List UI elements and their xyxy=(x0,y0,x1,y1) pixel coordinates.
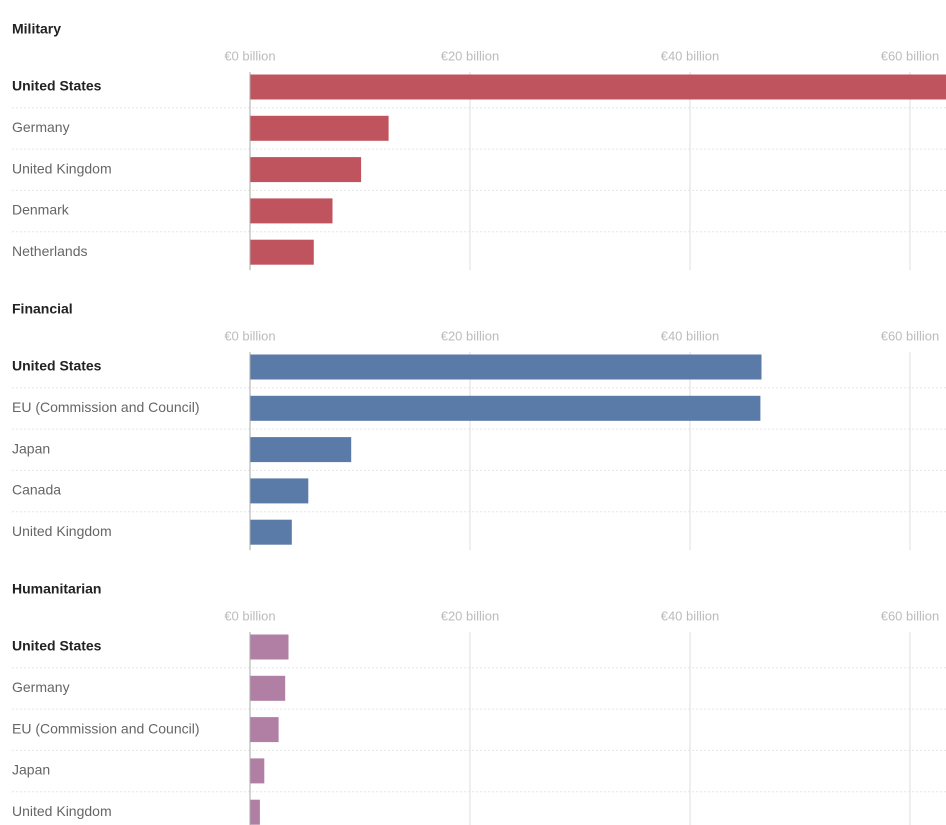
bar xyxy=(250,395,761,421)
category-label: Japan xyxy=(12,762,50,778)
panel-title: Military xyxy=(12,21,61,37)
bar xyxy=(250,157,362,183)
bar xyxy=(250,634,289,660)
bar xyxy=(250,519,292,545)
category-label: United States xyxy=(12,638,102,654)
x-tick-label: €60 billion xyxy=(881,608,940,623)
x-tick-label: €20 billion xyxy=(441,48,500,63)
bar xyxy=(250,675,286,701)
x-tick-label: €60 billion xyxy=(881,48,940,63)
x-tick-label: €60 billion xyxy=(881,328,940,343)
bar xyxy=(250,717,279,743)
category-label: Japan xyxy=(12,440,50,456)
x-tick-label: €0 billion xyxy=(224,608,275,623)
x-tick-label: €40 billion xyxy=(661,48,720,63)
category-label: United Kingdom xyxy=(12,803,112,819)
category-label: Denmark xyxy=(12,202,70,218)
x-tick-label: €0 billion xyxy=(224,48,275,63)
x-tick-label: €40 billion xyxy=(661,608,720,623)
bar xyxy=(250,354,762,380)
category-label: United Kingdom xyxy=(12,523,112,539)
x-tick-label: €20 billion xyxy=(441,328,500,343)
bar xyxy=(250,799,260,825)
panel-title: Financial xyxy=(12,301,73,317)
category-label: Germany xyxy=(12,679,70,695)
bar xyxy=(250,74,946,100)
bar xyxy=(250,437,352,463)
x-tick-label: €20 billion xyxy=(441,608,500,623)
category-label: United States xyxy=(12,358,102,374)
x-tick-label: €0 billion xyxy=(224,328,275,343)
category-label: Netherlands xyxy=(12,243,88,259)
bar xyxy=(250,478,309,504)
category-label: EU (Commission and Council) xyxy=(12,720,200,736)
category-label: United Kingdom xyxy=(12,160,112,176)
category-label: EU (Commission and Council) xyxy=(12,399,200,415)
category-label: Canada xyxy=(12,482,61,498)
x-tick-label: €40 billion xyxy=(661,328,720,343)
bar xyxy=(250,758,265,784)
category-label: Germany xyxy=(12,119,70,135)
category-label: United States xyxy=(12,78,102,94)
bar xyxy=(250,239,314,265)
bar xyxy=(250,115,389,141)
panel-title: Humanitarian xyxy=(12,581,101,597)
bar xyxy=(250,198,333,224)
